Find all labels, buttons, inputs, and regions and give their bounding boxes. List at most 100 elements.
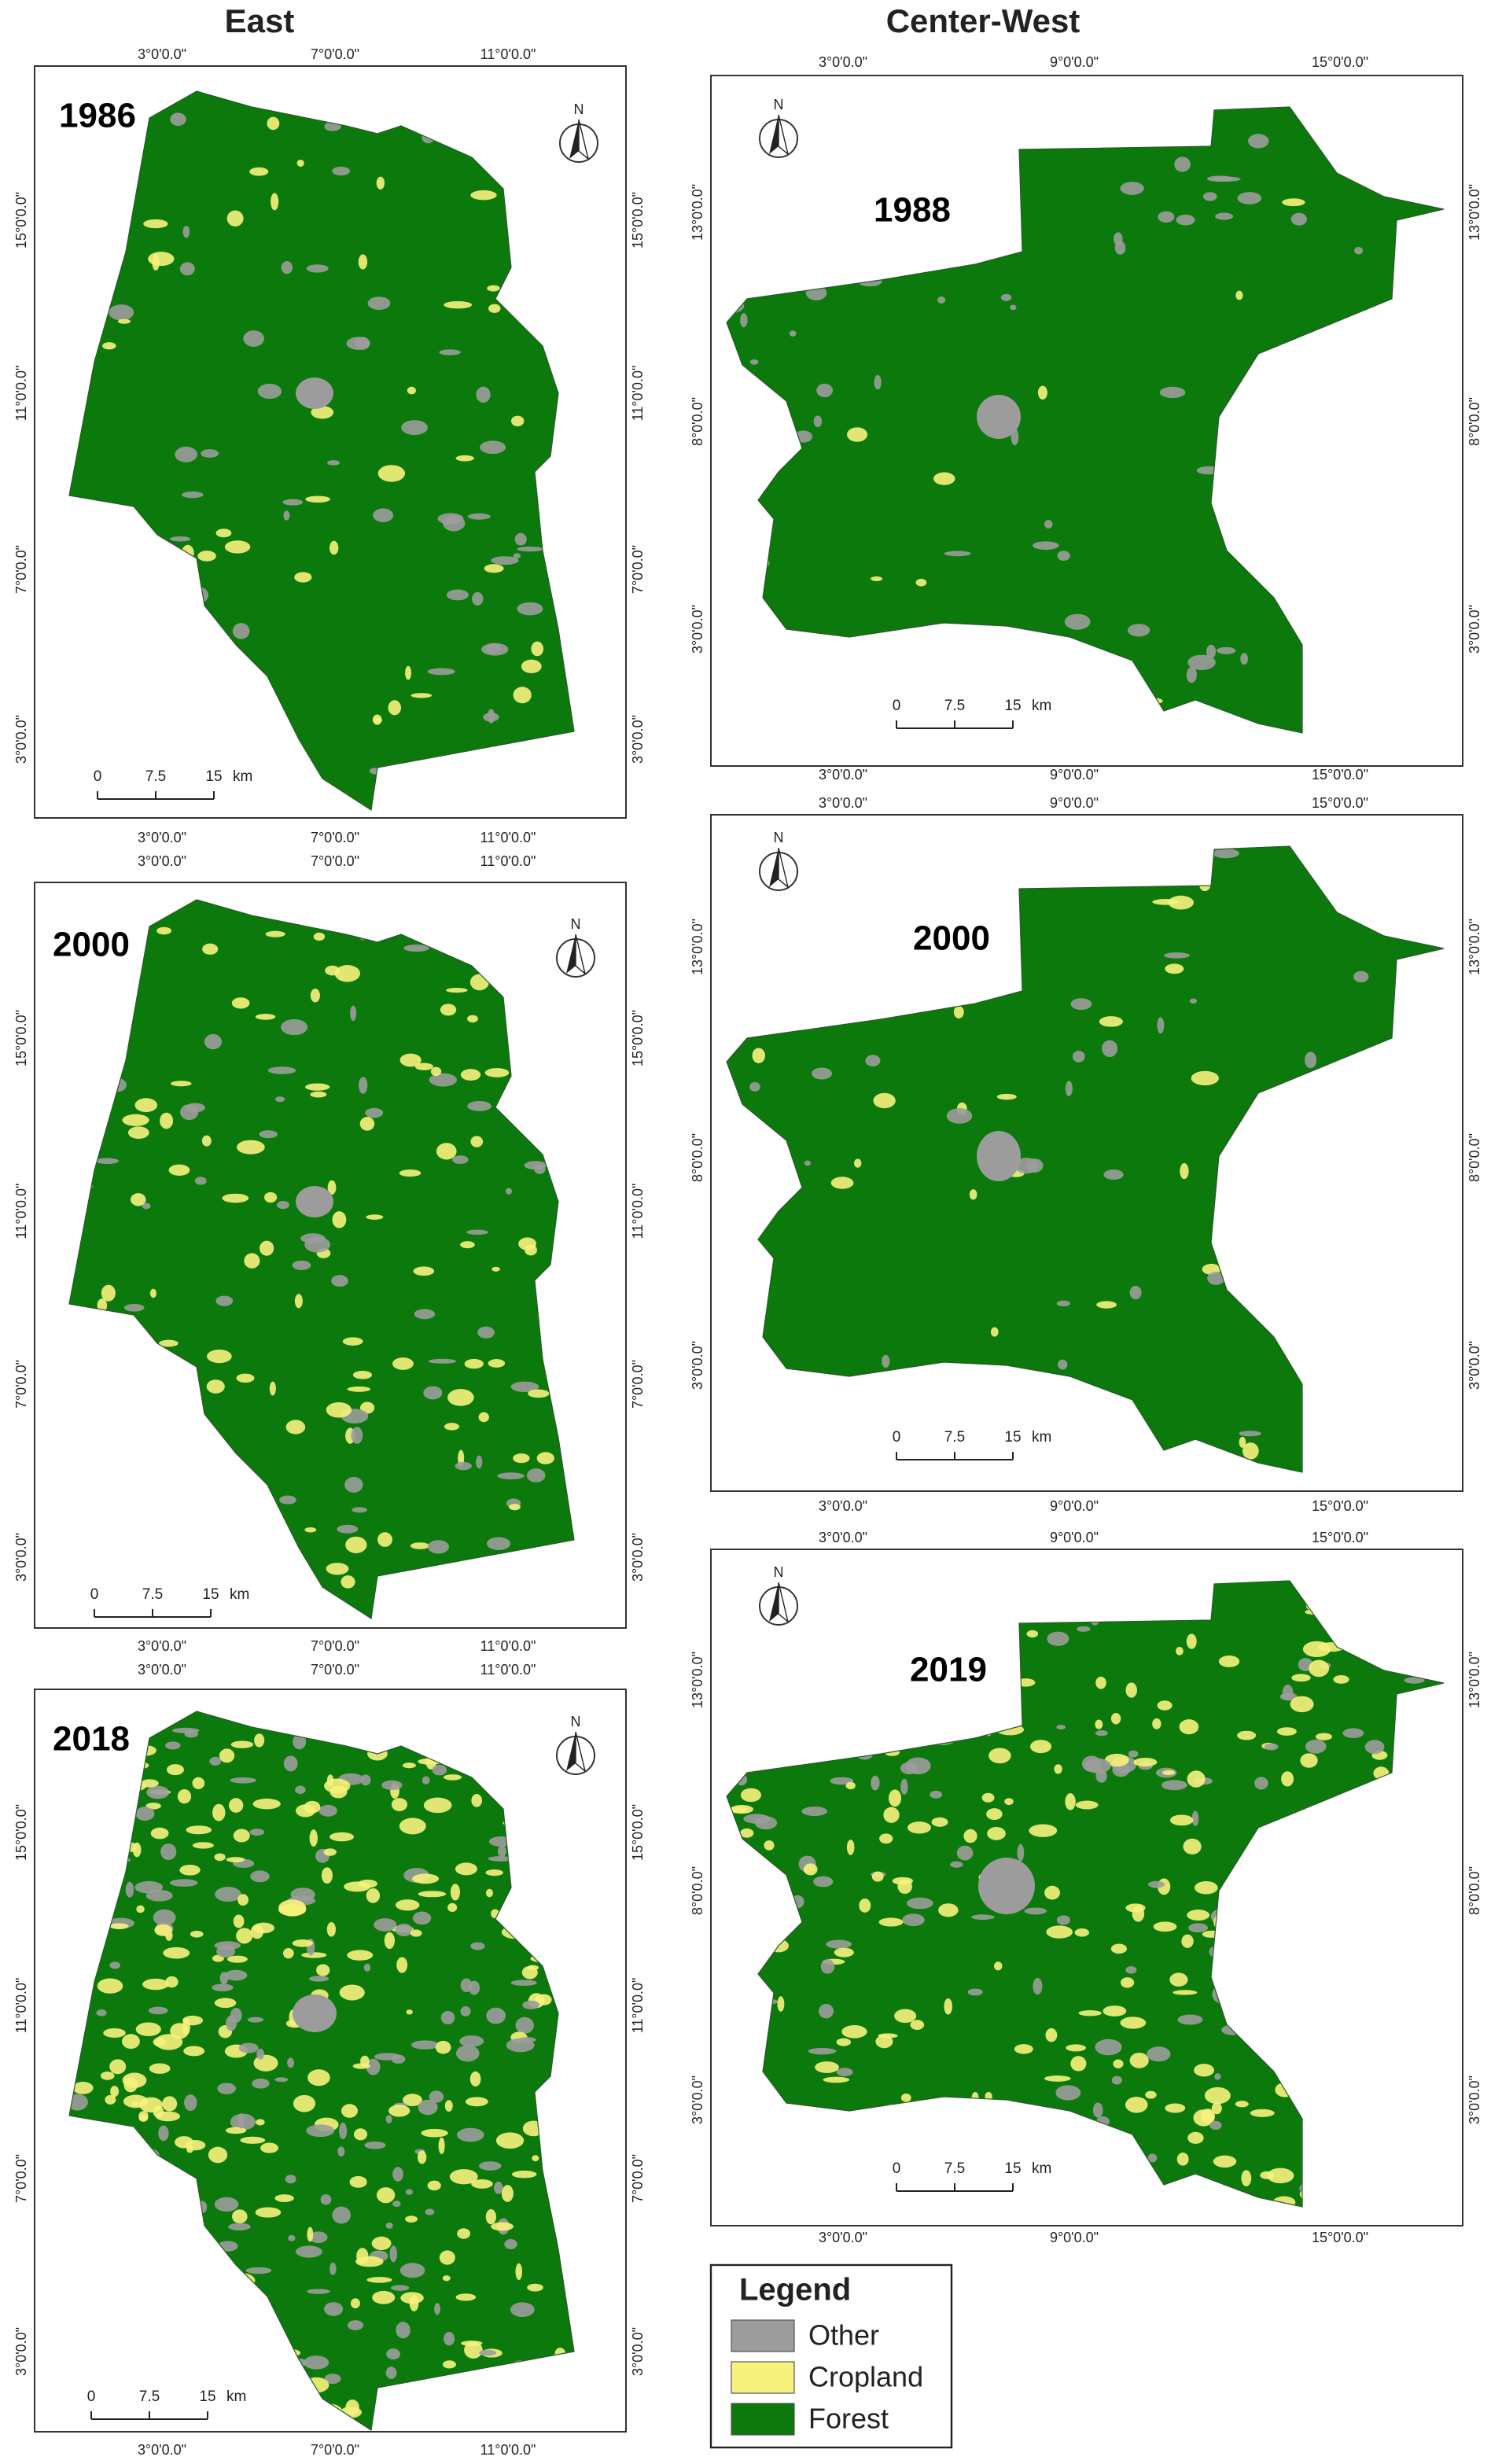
scale-unit: km	[1032, 698, 1051, 714]
cropland-patch	[907, 1821, 931, 1834]
other-patch	[971, 1914, 995, 1921]
cropland-patch	[1099, 1016, 1123, 1027]
cropland-patch	[1110, 1943, 1128, 1954]
cropland-patch	[447, 1902, 458, 1913]
scale-label: 0	[893, 698, 901, 714]
scale-label: 15	[1004, 1429, 1021, 1446]
cropland-patch	[265, 930, 285, 937]
cropland-patch	[163, 1947, 190, 1959]
cropland-patch	[1315, 1733, 1332, 1740]
cropland-patch	[327, 1180, 337, 1195]
cropland-patch	[256, 2119, 265, 2126]
cropland-patch	[988, 1748, 1011, 1764]
other-patch	[1176, 214, 1195, 226]
cropland-patch	[430, 1066, 442, 1077]
other-patch	[1125, 1965, 1137, 1974]
north-arrow	[575, 1731, 587, 1773]
map-year: 2000	[913, 919, 990, 958]
cropland-patch	[1300, 1753, 1318, 1768]
other-patch	[175, 446, 198, 462]
scale-label: 0	[893, 2160, 901, 2177]
cropland-patch	[1333, 1674, 1349, 1684]
cropland-patch	[1239, 1436, 1246, 1448]
cropland-patch	[871, 1871, 884, 1882]
other-patch	[329, 2262, 337, 2275]
cropland-patch	[1168, 895, 1194, 910]
cropland-patch	[1282, 198, 1305, 207]
lon-label: 3°0'0.0"	[819, 54, 867, 70]
lat-label: 13°0'0.0"	[1467, 919, 1482, 975]
cropland-patch	[460, 1241, 475, 1249]
other-patch	[808, 2047, 837, 2055]
cropland-patch	[1169, 1972, 1188, 1987]
cropland-patch	[307, 2226, 314, 2242]
cropland-patch	[1302, 1641, 1331, 1658]
other-patch	[455, 1461, 472, 1471]
lat-label: 15°0'0.0"	[13, 1804, 29, 1861]
cropland-patch	[1004, 1798, 1014, 1806]
lat-label: 13°0'0.0"	[690, 919, 705, 975]
cropland-patch	[1173, 1990, 1198, 1995]
cropland-patch	[304, 1800, 321, 1814]
other-patch	[256, 2048, 265, 2060]
cropland-patch	[171, 1081, 192, 1087]
cropland-patch	[197, 551, 216, 562]
lat-label: 3°0'0.0"	[630, 1533, 646, 1582]
other-patch	[307, 2289, 330, 2294]
cropland-patch	[1046, 1925, 1073, 1939]
legend-swatch	[731, 2403, 795, 2436]
legend-label: Cropland	[808, 2361, 923, 2393]
cropland-patch	[391, 1798, 408, 1811]
cropland-patch	[405, 2215, 418, 2223]
cropland-patch	[803, 1863, 818, 1876]
other-patch	[902, 1913, 925, 1926]
other-patch	[351, 1427, 363, 1444]
cropland-patch	[427, 2180, 441, 2191]
cropland-patch	[208, 2146, 228, 2164]
cropland-patch	[764, 1840, 775, 1851]
column-header: East	[225, 2, 295, 39]
other-patch	[238, 2042, 259, 2053]
cropland-patch	[162, 2096, 178, 2112]
cropland-patch	[292, 1939, 314, 1947]
cropland-patch	[130, 1193, 146, 1206]
north-arrow	[578, 119, 590, 160]
lon-label: 7°0'0.0"	[311, 1662, 359, 1678]
cropland-patch	[399, 1818, 426, 1835]
lat-label: 8°0'0.0"	[1467, 1866, 1482, 1915]
other-patch	[1186, 666, 1197, 683]
cropland-patch	[202, 943, 219, 955]
other-patch	[283, 1755, 298, 1772]
other-patch	[950, 1861, 963, 1868]
cropland-patch	[888, 1789, 902, 1807]
other-patch	[1207, 1272, 1225, 1285]
other-patch	[946, 1107, 973, 1124]
map-year: 2018	[53, 1720, 130, 1759]
other-patch	[1239, 1431, 1261, 1437]
other-patch	[390, 2285, 410, 2291]
other-patch	[749, 359, 759, 365]
other-patch	[142, 1203, 151, 1210]
cropland-patch	[996, 1093, 1017, 1100]
other-patch	[1353, 970, 1369, 983]
cropland-patch	[260, 2142, 279, 2153]
other-patch	[282, 499, 304, 506]
other-patch	[1014, 1157, 1039, 1174]
scale-label: 15	[202, 1586, 219, 1603]
cropland-patch	[1309, 1659, 1330, 1678]
lat-label: 11°0'0.0"	[630, 1184, 646, 1239]
cropland-patch	[478, 1412, 489, 1423]
cropland-patch	[296, 160, 304, 167]
cropland-patch	[264, 1191, 278, 1203]
cropland-patch	[226, 1857, 245, 1863]
other-patch	[1158, 211, 1175, 223]
cropland-patch	[135, 2022, 161, 2037]
other-patch	[226, 2015, 237, 2031]
cropland-patch	[207, 1349, 232, 1364]
cropland-patch	[139, 2097, 163, 2113]
other-patch	[339, 2122, 348, 2140]
lon-label: 9°0'0.0"	[1050, 54, 1099, 70]
other-patch	[1264, 1743, 1279, 1751]
cropland-patch	[1075, 1800, 1099, 1810]
other-patch	[479, 2349, 497, 2356]
